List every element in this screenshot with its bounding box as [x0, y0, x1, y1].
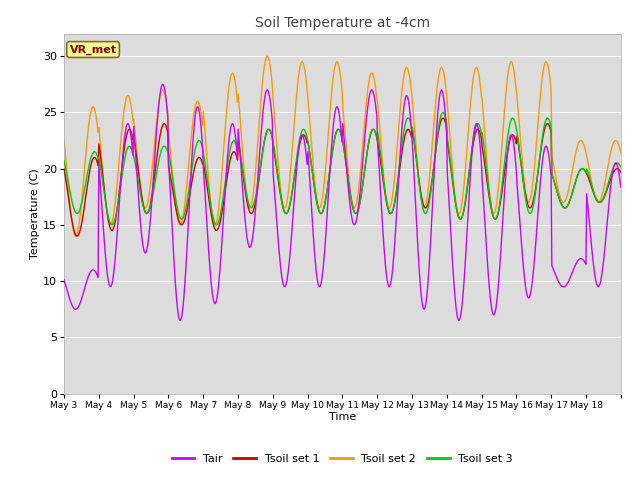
- Tsoil set 3: [126, 144, 134, 149]
- Title: Soil Temperature at -4cm: Soil Temperature at -4cm: [255, 16, 430, 30]
- Tsoil set 2: [433, 92, 440, 98]
- Tsoil set 2: [278, 195, 285, 201]
- Tsoil set 3: [439, 109, 447, 115]
- Tsoil set 2: [60, 136, 68, 142]
- Line: Tsoil set 3: Tsoil set 3: [64, 112, 621, 225]
- Tsoil set 2: [617, 150, 625, 156]
- Tsoil set 3: [617, 164, 625, 170]
- Tsoil set 3: [228, 139, 236, 145]
- Tair: [433, 130, 440, 136]
- Tsoil set 1: [439, 115, 447, 121]
- Tsoil set 2: [126, 97, 134, 103]
- Tair: [125, 123, 133, 129]
- Tsoil set 3: [108, 222, 116, 228]
- Tsoil set 1: [126, 127, 134, 132]
- Tsoil set 2: [228, 70, 236, 76]
- Tair: [617, 184, 625, 190]
- Tsoil set 2: [72, 233, 79, 239]
- Line: Tsoil set 2: Tsoil set 2: [64, 56, 621, 236]
- Tsoil set 1: [432, 148, 440, 154]
- Tair: [229, 121, 237, 127]
- Tsoil set 3: [277, 194, 285, 200]
- Text: VR_met: VR_met: [70, 44, 116, 55]
- Tsoil set 1: [60, 166, 68, 172]
- Tair: [159, 81, 166, 87]
- Tair: [278, 274, 285, 279]
- Tsoil set 1: [228, 150, 236, 156]
- Legend: Tair, Tsoil set 1, Tsoil set 2, Tsoil set 3: Tair, Tsoil set 1, Tsoil set 2, Tsoil se…: [167, 450, 518, 468]
- Tsoil set 1: [277, 195, 285, 201]
- Tsoil set 2: [264, 53, 271, 59]
- Tsoil set 3: [60, 158, 68, 164]
- Tsoil set 3: [401, 125, 408, 131]
- Y-axis label: Temperature (C): Temperature (C): [30, 168, 40, 259]
- Tsoil set 1: [401, 135, 408, 141]
- Tair: [257, 135, 264, 141]
- Tsoil set 3: [256, 166, 264, 171]
- Line: Tsoil set 1: Tsoil set 1: [64, 118, 621, 236]
- Tsoil set 3: [432, 147, 440, 153]
- Tsoil set 1: [256, 168, 264, 174]
- Tsoil set 2: [401, 67, 409, 72]
- Line: Tair: Tair: [64, 84, 621, 321]
- Tsoil set 1: [73, 233, 81, 239]
- X-axis label: Time: Time: [329, 412, 356, 422]
- Tair: [60, 277, 68, 283]
- Tair: [176, 318, 184, 324]
- Tsoil set 1: [617, 169, 625, 175]
- Tair: [401, 96, 409, 102]
- Tsoil set 2: [256, 109, 264, 115]
